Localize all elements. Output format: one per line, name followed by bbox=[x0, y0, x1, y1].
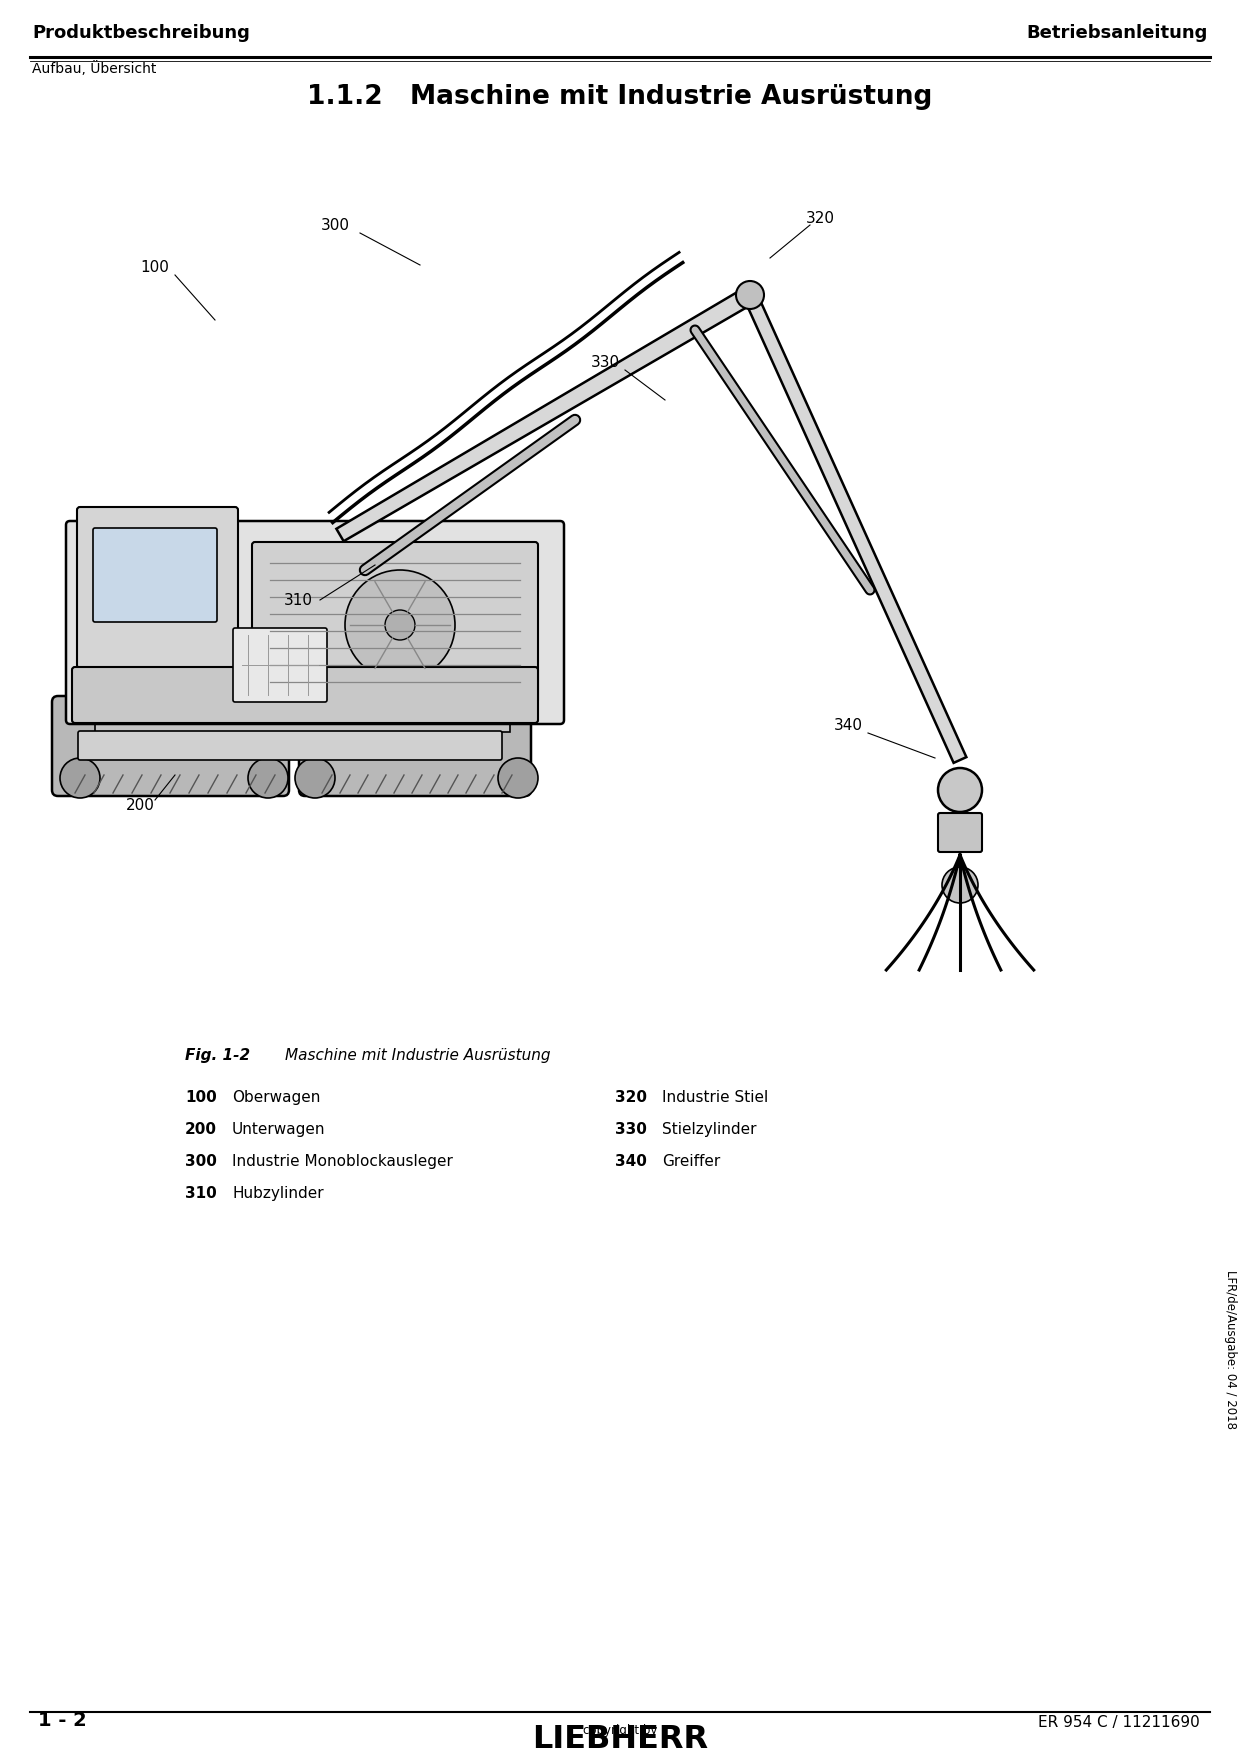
FancyBboxPatch shape bbox=[93, 528, 217, 621]
Text: Produktbeschreibung: Produktbeschreibung bbox=[32, 25, 250, 42]
FancyBboxPatch shape bbox=[78, 732, 502, 760]
Text: ER 954 C / 11211690: ER 954 C / 11211690 bbox=[1038, 1715, 1200, 1730]
Text: 1.1.2   Maschine mit Industrie Ausrüstung: 1.1.2 Maschine mit Industrie Ausrüstung bbox=[308, 84, 932, 111]
FancyBboxPatch shape bbox=[77, 507, 238, 669]
FancyBboxPatch shape bbox=[72, 667, 538, 723]
Text: Maschine mit Industrie Ausrüstung: Maschine mit Industrie Ausrüstung bbox=[285, 1048, 551, 1064]
Text: 300: 300 bbox=[185, 1155, 217, 1169]
Text: Greiffer: Greiffer bbox=[662, 1155, 720, 1169]
FancyBboxPatch shape bbox=[937, 813, 982, 851]
Text: 340: 340 bbox=[615, 1155, 647, 1169]
Circle shape bbox=[60, 758, 100, 799]
Text: 200: 200 bbox=[125, 797, 155, 813]
Text: LIEBHERR: LIEBHERR bbox=[532, 1723, 708, 1755]
Circle shape bbox=[345, 570, 455, 679]
Text: Hubzylinder: Hubzylinder bbox=[232, 1186, 324, 1200]
Text: Betriebsanleitung: Betriebsanleitung bbox=[1027, 25, 1208, 42]
Text: 310: 310 bbox=[284, 593, 312, 607]
Text: 320: 320 bbox=[806, 211, 835, 225]
Text: Oberwagen: Oberwagen bbox=[232, 1090, 320, 1106]
Circle shape bbox=[737, 281, 764, 309]
Circle shape bbox=[295, 758, 335, 799]
FancyBboxPatch shape bbox=[299, 697, 531, 797]
Text: Industrie Monoblockausleger: Industrie Monoblockausleger bbox=[232, 1155, 453, 1169]
Circle shape bbox=[937, 769, 982, 813]
Text: 100: 100 bbox=[140, 260, 170, 274]
Text: Aufbau, Übersicht: Aufbau, Übersicht bbox=[32, 61, 156, 75]
Text: 320: 320 bbox=[615, 1090, 647, 1106]
Text: 330: 330 bbox=[590, 355, 620, 370]
Polygon shape bbox=[744, 291, 966, 763]
Circle shape bbox=[942, 867, 978, 904]
Text: 330: 330 bbox=[615, 1121, 647, 1137]
Text: 340: 340 bbox=[833, 718, 863, 732]
FancyBboxPatch shape bbox=[252, 542, 538, 704]
Text: Stielzylinder: Stielzylinder bbox=[662, 1121, 756, 1137]
FancyBboxPatch shape bbox=[66, 521, 564, 725]
Text: 200: 200 bbox=[185, 1121, 217, 1137]
Polygon shape bbox=[336, 288, 755, 541]
Text: Fig. 1-2: Fig. 1-2 bbox=[185, 1048, 250, 1064]
Text: 300: 300 bbox=[320, 218, 350, 232]
Circle shape bbox=[498, 758, 538, 799]
Text: Unterwagen: Unterwagen bbox=[232, 1121, 325, 1137]
Bar bbox=[95, 704, 510, 732]
Circle shape bbox=[384, 611, 415, 641]
FancyBboxPatch shape bbox=[233, 628, 327, 702]
Text: copyright by: copyright by bbox=[583, 1723, 657, 1737]
Text: 100: 100 bbox=[185, 1090, 217, 1106]
Text: Industrie Stiel: Industrie Stiel bbox=[662, 1090, 769, 1106]
FancyBboxPatch shape bbox=[52, 697, 289, 797]
Circle shape bbox=[248, 758, 288, 799]
Text: 1 - 2: 1 - 2 bbox=[38, 1711, 87, 1730]
Text: 310: 310 bbox=[185, 1186, 217, 1200]
Text: LFR/de/Ausgabe: 04 / 2018: LFR/de/Ausgabe: 04 / 2018 bbox=[1224, 1271, 1236, 1430]
